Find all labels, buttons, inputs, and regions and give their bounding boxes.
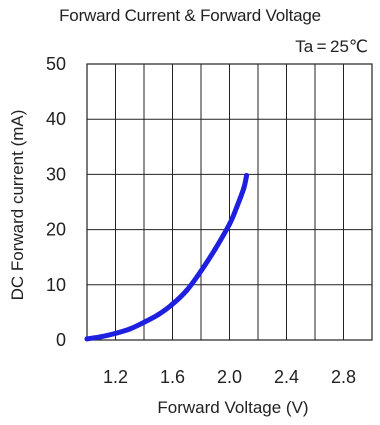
data-point xyxy=(212,246,218,252)
data-point xyxy=(84,336,90,342)
x-axis-title: Forward Voltage (V) xyxy=(157,398,309,417)
y-tick-label: 30 xyxy=(46,164,66,184)
x-tick-label: 2.4 xyxy=(274,367,299,387)
y-tick-label: 10 xyxy=(46,275,66,295)
data-point xyxy=(241,185,247,191)
data-point xyxy=(98,334,104,340)
data-point xyxy=(198,268,204,274)
chart-title: Forward Current & Forward Voltage xyxy=(59,6,321,25)
data-point xyxy=(234,205,240,211)
y-tick-labels: 0 10 20 30 40 50 xyxy=(46,54,66,350)
data-point xyxy=(155,312,161,318)
x-tick-label: 1.2 xyxy=(103,367,128,387)
y-axis-title: DC Forward current (mA) xyxy=(8,109,27,301)
series-group xyxy=(84,173,250,342)
data-point xyxy=(184,287,190,293)
forward-current-curve xyxy=(84,173,250,342)
data-point xyxy=(244,173,250,179)
y-tick-label: 20 xyxy=(46,220,66,240)
data-point xyxy=(170,301,175,307)
x-tick-labels: 1.2 1.6 2.0 2.4 2.8 xyxy=(103,367,356,387)
x-tick-label: 1.6 xyxy=(160,367,185,387)
y-tick-label: 50 xyxy=(46,54,66,74)
x-tick-label: 2.8 xyxy=(331,367,356,387)
data-point xyxy=(141,319,147,325)
plot-frame xyxy=(86,63,373,341)
data-point xyxy=(227,221,232,227)
y-tick-label: 40 xyxy=(46,109,66,129)
x-tick-label: 2.0 xyxy=(217,367,242,387)
data-point xyxy=(127,326,133,332)
y-tick-label: 0 xyxy=(56,330,66,350)
grid xyxy=(87,64,372,340)
temperature-condition-label: Ta = 25℃ xyxy=(295,37,368,56)
data-point xyxy=(113,330,118,336)
